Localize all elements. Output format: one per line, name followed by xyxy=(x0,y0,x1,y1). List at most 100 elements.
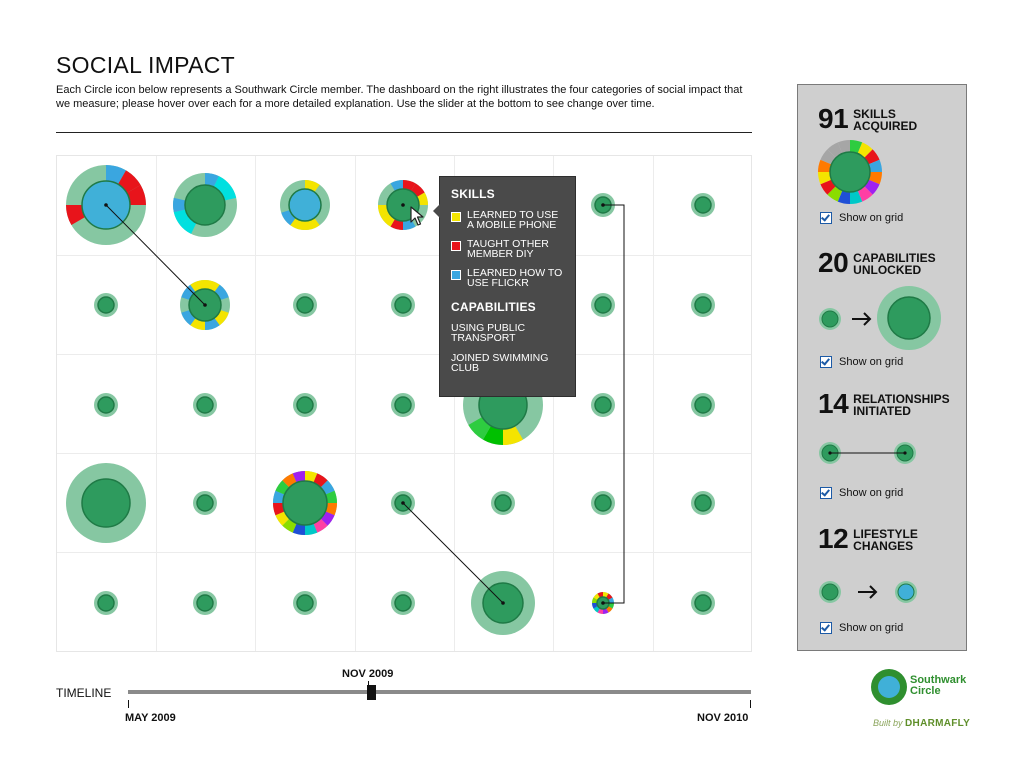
link-endpoint xyxy=(601,601,605,605)
tooltip-skill-label: TAUGHT OTHER MEMBER DIY xyxy=(467,238,549,260)
tooltip-capability-item: USING PUBLIC TRANSPORT xyxy=(451,322,526,344)
skills-count: 91 xyxy=(818,103,849,134)
timeline-handle-tick xyxy=(368,681,369,686)
relationships-label: RELATIONSHIPS INITIATED xyxy=(853,392,950,418)
tooltip-skill-label: LEARNED TO USE A MOBILE PHONE xyxy=(467,209,559,231)
relationships-show-toggle[interactable]: Show on grid xyxy=(820,487,903,499)
grid-column-divider xyxy=(553,156,554,651)
member-circle[interactable] xyxy=(391,293,415,317)
skill-color-swatch xyxy=(451,270,461,280)
capabilities-label: CAPABILITIES UNLOCKED xyxy=(853,251,936,277)
skills-show-label: Show on grid xyxy=(839,212,904,224)
member-circle[interactable] xyxy=(293,393,317,417)
member-circle[interactable] xyxy=(691,393,715,417)
member-circle[interactable] xyxy=(273,471,337,535)
page-title: SOCIAL IMPACT xyxy=(56,52,235,78)
skills-checkbox[interactable] xyxy=(820,212,832,224)
lifestyle-change-icon xyxy=(819,581,917,603)
lifestyle-count: 12 xyxy=(818,523,849,554)
member-circle[interactable] xyxy=(173,173,237,237)
member-circle[interactable] xyxy=(280,180,330,230)
timeline-label: TIMELINE xyxy=(56,686,112,700)
member-circle[interactable] xyxy=(94,393,118,417)
grid-column-divider xyxy=(156,156,157,651)
capability-grow-icon xyxy=(819,286,941,350)
timeline-start-tick xyxy=(128,700,129,708)
capabilities-count: 20 xyxy=(818,247,849,278)
grid-column-divider xyxy=(653,156,654,651)
member-circle[interactable] xyxy=(293,591,317,615)
member-circle[interactable] xyxy=(691,293,715,317)
lifestyle-stat: 12 LIFESTYLE CHANGES xyxy=(818,525,943,553)
link-endpoint xyxy=(104,203,108,207)
impact-dashboard: 91 SKILLS ACQUIRED Show on grid 20 CAPAB… xyxy=(797,84,967,651)
member-circle[interactable] xyxy=(193,393,217,417)
relationships-stat: 14 RELATIONSHIPS INITIATED xyxy=(818,390,953,418)
lifestyle-show-toggle[interactable]: Show on grid xyxy=(820,622,903,634)
grid-row-divider xyxy=(57,453,751,454)
member-circle[interactable] xyxy=(66,463,146,543)
relationship-link-icon xyxy=(819,442,916,464)
built-by-credit: Built by DHARMAFLY xyxy=(873,718,970,729)
timeline-end-tick xyxy=(750,700,751,708)
relationships-count: 14 xyxy=(818,388,849,419)
member-circle[interactable] xyxy=(193,491,217,515)
member-circle[interactable] xyxy=(591,393,615,417)
member-tooltip: SKILLS LEARNED TO USE A MOBILE PHONE TAU… xyxy=(433,176,576,397)
header-divider xyxy=(56,132,752,133)
logo-wordmark: Southwark Circle xyxy=(910,675,966,697)
member-circles xyxy=(66,165,715,635)
member-grid xyxy=(56,155,752,652)
timeline-current-label: NOV 2009 xyxy=(342,668,394,680)
skills-label: SKILLS ACQUIRED xyxy=(853,107,918,133)
member-circle[interactable] xyxy=(391,591,415,615)
member-circle[interactable] xyxy=(391,393,415,417)
timeline-slider-track[interactable] xyxy=(128,690,751,694)
grid-column-divider xyxy=(454,156,455,651)
skill-color-swatch xyxy=(451,241,461,251)
member-circle[interactable] xyxy=(591,491,615,515)
tooltip-skill-item: LEARNED HOW TO USE FLICKR xyxy=(451,268,565,288)
tooltip-skill-item: TAUGHT OTHER MEMBER DIY xyxy=(451,239,565,259)
lifestyle-checkbox[interactable] xyxy=(820,622,832,634)
built-by-name: DHARMAFLY xyxy=(905,718,971,729)
member-circle[interactable] xyxy=(94,293,118,317)
skills-ring-icon xyxy=(818,140,882,204)
relationships-show-label: Show on grid xyxy=(839,487,904,499)
link-endpoint xyxy=(401,203,405,207)
capabilities-checkbox[interactable] xyxy=(820,356,832,368)
member-circle[interactable] xyxy=(293,293,317,317)
member-circle[interactable] xyxy=(94,591,118,615)
member-circle[interactable] xyxy=(691,491,715,515)
mouse-pointer-icon xyxy=(410,206,424,226)
member-circle[interactable] xyxy=(193,591,217,615)
tooltip-skill-item: LEARNED TO USE A MOBILE PHONE xyxy=(451,210,565,230)
capabilities-show-toggle[interactable]: Show on grid xyxy=(820,356,903,368)
logo-line-2: Circle xyxy=(910,685,941,697)
relationship-links xyxy=(105,204,625,604)
timeline-end-label: NOV 2010 xyxy=(697,712,749,724)
member-circle[interactable] xyxy=(491,491,515,515)
grid-column-divider xyxy=(355,156,356,651)
link-endpoint xyxy=(203,303,207,307)
intro-text: Each Circle icon below represents a Sout… xyxy=(56,84,743,110)
relationships-checkbox[interactable] xyxy=(820,487,832,499)
timeline-start-label: MAY 2009 xyxy=(125,712,176,724)
capabilities-show-label: Show on grid xyxy=(839,356,904,368)
grid-row-divider xyxy=(57,354,751,355)
member-circle[interactable] xyxy=(691,193,715,217)
member-circle[interactable] xyxy=(691,591,715,615)
member-grid-canvas xyxy=(66,165,715,635)
southwark-circle-logo-icon xyxy=(871,669,907,705)
link-endpoint xyxy=(501,601,505,605)
tooltip-skill-label: LEARNED HOW TO USE FLICKR xyxy=(467,267,563,289)
skill-color-swatch xyxy=(451,212,461,222)
dashboard-icons xyxy=(818,140,941,603)
timeline-slider-handle[interactable] xyxy=(366,685,376,700)
skills-show-toggle[interactable]: Show on grid xyxy=(820,212,903,224)
member-circle[interactable] xyxy=(591,293,615,317)
tooltip-skills-heading: SKILLS xyxy=(451,187,495,201)
grid-row-divider xyxy=(57,255,751,256)
logo-line-1: Southwark xyxy=(910,674,967,686)
link-endpoint xyxy=(401,501,405,505)
